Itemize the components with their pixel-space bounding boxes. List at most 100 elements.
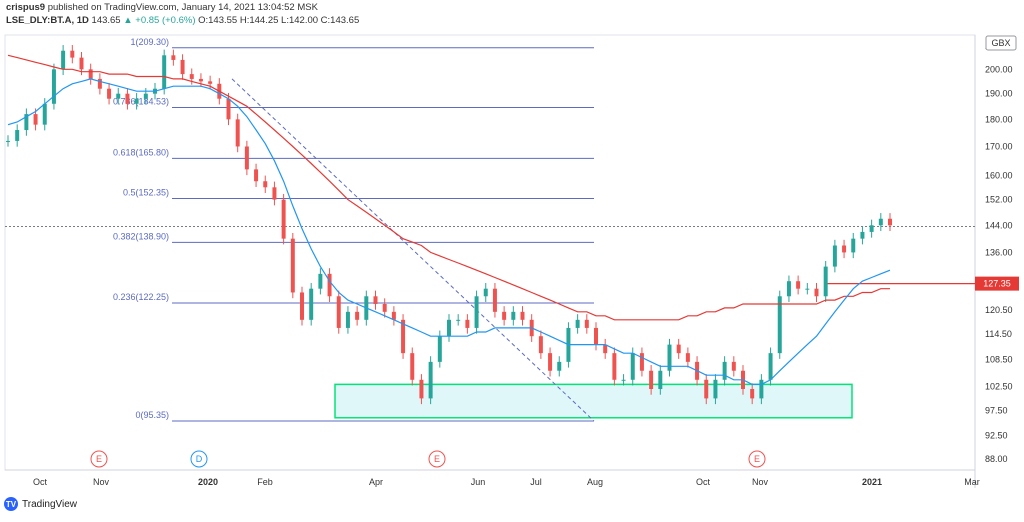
candle-body [805, 288, 810, 290]
candle-body [603, 344, 608, 354]
x-tick-label: Jul [530, 477, 542, 487]
candle-body [658, 370, 663, 389]
x-tick-label: Nov [752, 477, 769, 487]
candle-body [878, 218, 883, 226]
event-marker [190, 450, 208, 468]
candle-body [649, 370, 654, 389]
candle-body [208, 81, 213, 84]
candle-body [410, 353, 415, 380]
candle-body [33, 114, 38, 125]
candle-body [722, 361, 727, 380]
candle-body [263, 181, 268, 188]
candle-body [888, 218, 892, 226]
candle-body [520, 311, 525, 320]
event-marker-label: E [754, 454, 760, 464]
x-tick-label: Mar [964, 477, 980, 487]
candle-body [750, 388, 755, 399]
candle-body [768, 353, 773, 380]
candle-body [685, 353, 690, 362]
candle-body [465, 319, 470, 328]
x-tick-label: Apr [369, 477, 383, 487]
candle-body [630, 353, 635, 380]
candle-body [134, 98, 139, 104]
candle-body [869, 225, 874, 232]
candle-body [107, 88, 112, 99]
fast-moving-average-line [7, 78, 891, 385]
candle-body [125, 93, 130, 104]
candle-body [492, 288, 497, 312]
candle-body [171, 55, 176, 60]
candle-body [851, 238, 856, 253]
symbol-label: LSE_DLY:BT.A, 1D [6, 15, 89, 26]
candle-body [428, 361, 433, 399]
candle-body [15, 130, 20, 141]
tradingview-logo: TV TradingView [4, 497, 77, 511]
candle-body [272, 187, 277, 200]
candle-body [189, 74, 194, 79]
candle-body [226, 98, 231, 120]
currency-badge-label: GBX [991, 38, 1010, 48]
symbol-info: LSE_DLY:BT.A, 1D 143.65 ▲ +0.85 (+0.6%) … [6, 15, 359, 26]
candle-body [235, 119, 240, 147]
candle-body [318, 273, 323, 289]
candle-body [777, 296, 782, 354]
candle-body [401, 319, 406, 354]
x-tick-label: 2021 [862, 477, 882, 487]
candle-body [97, 78, 102, 89]
y-tick-label: 170.00 [985, 141, 1013, 151]
candle-body [842, 245, 847, 253]
candle-body [180, 59, 185, 75]
x-tick-label: Jun [471, 477, 486, 487]
candle-body [538, 336, 543, 354]
candle-body [51, 69, 56, 104]
candle-body [79, 57, 84, 70]
candle-body [511, 311, 516, 320]
candle-body [391, 311, 396, 320]
candle-body [198, 78, 203, 82]
trend-dashed-line [231, 78, 595, 422]
y-tick-label: 114.50 [985, 329, 1012, 339]
y-tick-label: 120.50 [985, 305, 1013, 315]
candle-body [667, 344, 672, 371]
y-tick-label: 102.50 [985, 382, 1013, 392]
y-tick-label: 160.00 [985, 170, 1013, 180]
price-tag-bg [975, 276, 1019, 291]
candle-body [786, 281, 791, 297]
fib-level-label: 0.382(138.90) [113, 231, 169, 241]
candle-body [548, 353, 553, 371]
candle-body [254, 169, 259, 182]
y-tick-label: 97.50 [985, 405, 1008, 415]
slow-moving-average-line [7, 54, 890, 321]
y-tick-label: 136.00 [985, 247, 1013, 257]
y-tick-label: 108.50 [985, 355, 1013, 365]
candle-body [594, 327, 598, 345]
publish-info: crispus9 published on TradingView.com, J… [6, 2, 318, 13]
candle-body [823, 266, 828, 297]
candle-body [437, 336, 442, 362]
candle-body [355, 311, 360, 320]
event-marker [90, 450, 108, 468]
candle-body [621, 379, 626, 381]
candle-body [281, 199, 286, 239]
candle-body [814, 288, 819, 297]
candle-body [373, 296, 378, 304]
last-price: 143.65 [91, 15, 121, 26]
fib-level-label: 0.786(184.53) [113, 97, 169, 107]
candle-body [447, 319, 451, 337]
y-tick-label: 180.00 [985, 114, 1013, 124]
tradingview-logo-icon: TV [4, 497, 18, 511]
y-tick-label: 200.00 [985, 64, 1013, 74]
x-tick-label: 2020 [198, 477, 218, 487]
event-marker-label: E [96, 454, 102, 464]
candle-body [639, 353, 644, 371]
candle-body [584, 319, 589, 328]
x-tick-label: Aug [587, 477, 603, 487]
y-tick-label: 92.50 [985, 430, 1008, 440]
candle-body [796, 281, 801, 289]
ohlc-values: O:143.55 H:144.25 L:142.00 C:143.65 [198, 15, 360, 26]
event-marker [428, 450, 446, 468]
fib-level-label: 1(209.30) [130, 37, 169, 47]
candle-body [116, 93, 121, 99]
